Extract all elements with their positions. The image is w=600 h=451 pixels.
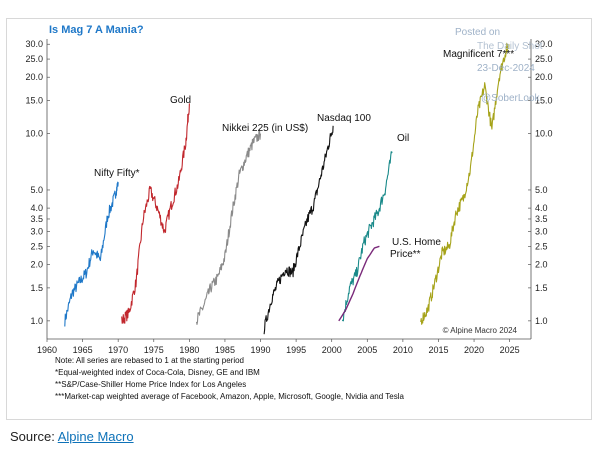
y-tick-label-left: 10.0 bbox=[25, 129, 43, 139]
y-tick-label-right: 2.5 bbox=[535, 241, 548, 251]
series-label-1: Gold bbox=[170, 95, 191, 106]
x-tick-label: 2000 bbox=[322, 345, 342, 355]
y-tick-label-left: 1.0 bbox=[30, 316, 43, 326]
series-line-1 bbox=[121, 103, 190, 324]
y-tick-label-left: 4.0 bbox=[30, 203, 43, 213]
watermark-line-4: @SoberLook bbox=[481, 93, 541, 104]
x-tick-label: 1980 bbox=[179, 345, 199, 355]
y-tick-label-left: 3.5 bbox=[30, 214, 43, 224]
note-line-0: Note: All series are rebased to 1 at the… bbox=[55, 356, 244, 365]
y-tick-label-left: 2.5 bbox=[30, 241, 43, 251]
series-line-5 bbox=[338, 245, 380, 322]
chart-svg: Is Mag 7 A Mania? 1.0 1.0 1.5 1.5 2.0 2.0 2.5 2.… bbox=[25, 24, 553, 401]
series-line-6 bbox=[420, 42, 510, 325]
note-line-2: **S&P/Case-Shiller Home Price Index for … bbox=[55, 380, 246, 389]
series-label-4: Oil bbox=[397, 133, 409, 144]
y-tick-label-right: 15.0 bbox=[535, 96, 553, 106]
y-tick-label-right: 25.0 bbox=[535, 54, 553, 64]
chart-panel: Is Mag 7 A Mania? 1.0 1.0 1.5 1.5 2.0 2.0 2.5 2.… bbox=[6, 18, 592, 420]
source-line: Source: Alpine Macro bbox=[10, 429, 134, 444]
x-tick-label: 2015 bbox=[428, 345, 448, 355]
series-label-2: Nikkei 225 (in US$) bbox=[222, 123, 308, 134]
x-tick-label: 2005 bbox=[357, 345, 377, 355]
series-label-5-b: Price** bbox=[390, 249, 421, 260]
y-tick-label-right: 3.0 bbox=[535, 227, 548, 237]
y-tick-label-right: 1.0 bbox=[535, 316, 548, 326]
x-tick-label: 1990 bbox=[251, 345, 271, 355]
x-tick-label: 1960 bbox=[37, 345, 57, 355]
y-tick-label-left: 2.0 bbox=[30, 259, 43, 269]
y-tick-label-right: 1.5 bbox=[535, 283, 548, 293]
series-line-4 bbox=[341, 151, 393, 322]
watermark-line-1: Posted on bbox=[455, 27, 500, 38]
series-line-2 bbox=[195, 129, 262, 325]
y-tick-label-left: 25.0 bbox=[25, 54, 43, 64]
series-label-3: Nasdaq 100 bbox=[317, 113, 371, 124]
note-line-3: ***Market-cap weighted average of Facebo… bbox=[55, 392, 404, 401]
series-label-5-a: U.S. Home bbox=[392, 237, 441, 248]
x-tick-label: 2025 bbox=[500, 345, 520, 355]
series-line-3 bbox=[263, 125, 334, 335]
watermark-line-3: 23-Dec-2024 bbox=[477, 63, 535, 74]
y-tick-label-right: 4.0 bbox=[535, 203, 548, 213]
x-tick-label: 1965 bbox=[73, 345, 93, 355]
y-tick-label-right: 3.5 bbox=[535, 214, 548, 224]
x-tick-label: 2020 bbox=[464, 345, 484, 355]
x-tick-label: 1985 bbox=[215, 345, 235, 355]
copyright-text: © Alpine Macro 2024 bbox=[443, 326, 518, 335]
y-tick-label-left: 30.0 bbox=[25, 39, 43, 49]
y-tick-label-left: 3.0 bbox=[30, 227, 43, 237]
x-tick-label: 1975 bbox=[144, 345, 164, 355]
y-tick-label-right: 5.0 bbox=[535, 185, 548, 195]
y-tick-label-left: 5.0 bbox=[30, 185, 43, 195]
note-line-1: *Equal-weighted index of Coca-Cola, Disn… bbox=[55, 368, 260, 377]
x-tick-label: 2010 bbox=[393, 345, 413, 355]
y-tick-label-left: 15.0 bbox=[25, 96, 43, 106]
y-tick-label-right: 2.0 bbox=[535, 259, 548, 269]
series-label-6: Magnificent 7*** bbox=[443, 49, 514, 60]
source-link[interactable]: Alpine Macro bbox=[57, 429, 134, 444]
y-tick-label-right: 30.0 bbox=[535, 39, 553, 49]
y-tick-label-left: 20.0 bbox=[25, 72, 43, 82]
x-tick-label: 1995 bbox=[286, 345, 306, 355]
chart-title: Is Mag 7 A Mania? bbox=[49, 24, 144, 36]
watermark-line-2: The Daily Shot bbox=[477, 41, 543, 52]
y-tick-label-right: 20.0 bbox=[535, 72, 553, 82]
y-tick-label-right: 10.0 bbox=[535, 129, 553, 139]
series-label-0: Nifty Fifty* bbox=[94, 168, 140, 179]
source-prefix: Source: bbox=[10, 429, 58, 444]
y-tick-label-left: 1.5 bbox=[30, 283, 43, 293]
series-line-0 bbox=[64, 181, 119, 327]
x-tick-label: 1970 bbox=[108, 345, 128, 355]
